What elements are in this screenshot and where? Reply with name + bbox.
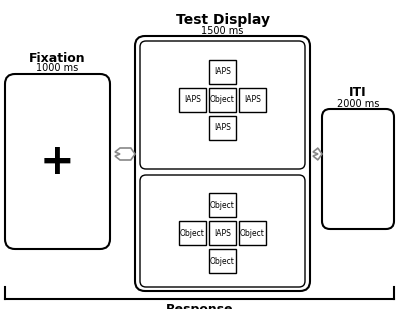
Text: Object: Object [240, 228, 265, 238]
FancyBboxPatch shape [140, 41, 305, 169]
Text: Object: Object [210, 95, 235, 104]
Bar [178, 88, 206, 112]
Text: IAPS: IAPS [184, 95, 201, 104]
Text: Response: Response [166, 303, 233, 309]
Bar [208, 60, 236, 84]
FancyBboxPatch shape [5, 74, 110, 249]
Bar [178, 221, 206, 245]
FancyBboxPatch shape [322, 109, 394, 229]
Bar [208, 193, 236, 217]
Bar [208, 116, 236, 140]
Text: Test Display: Test Display [176, 13, 270, 27]
Text: +: + [40, 141, 75, 183]
Bar [238, 88, 266, 112]
Bar [208, 88, 236, 112]
FancyBboxPatch shape [135, 36, 310, 291]
Text: 1000 ms: 1000 ms [36, 63, 79, 73]
Text: 2000 ms: 2000 ms [337, 99, 379, 109]
FancyBboxPatch shape [140, 175, 305, 287]
Text: Object: Object [210, 201, 235, 210]
Text: IAPS: IAPS [214, 124, 231, 133]
Bar [208, 221, 236, 245]
Text: IAPS: IAPS [214, 67, 231, 77]
Text: 1500 ms: 1500 ms [201, 26, 244, 36]
Text: Object: Object [180, 228, 205, 238]
Bar [238, 221, 266, 245]
Polygon shape [115, 148, 135, 160]
Bar [208, 249, 236, 273]
Text: IAPS: IAPS [244, 95, 261, 104]
Text: IAPS: IAPS [214, 228, 231, 238]
Text: Object: Object [210, 256, 235, 265]
Text: Fixation: Fixation [29, 52, 86, 65]
Polygon shape [313, 148, 322, 160]
Text: ITI: ITI [349, 87, 367, 99]
